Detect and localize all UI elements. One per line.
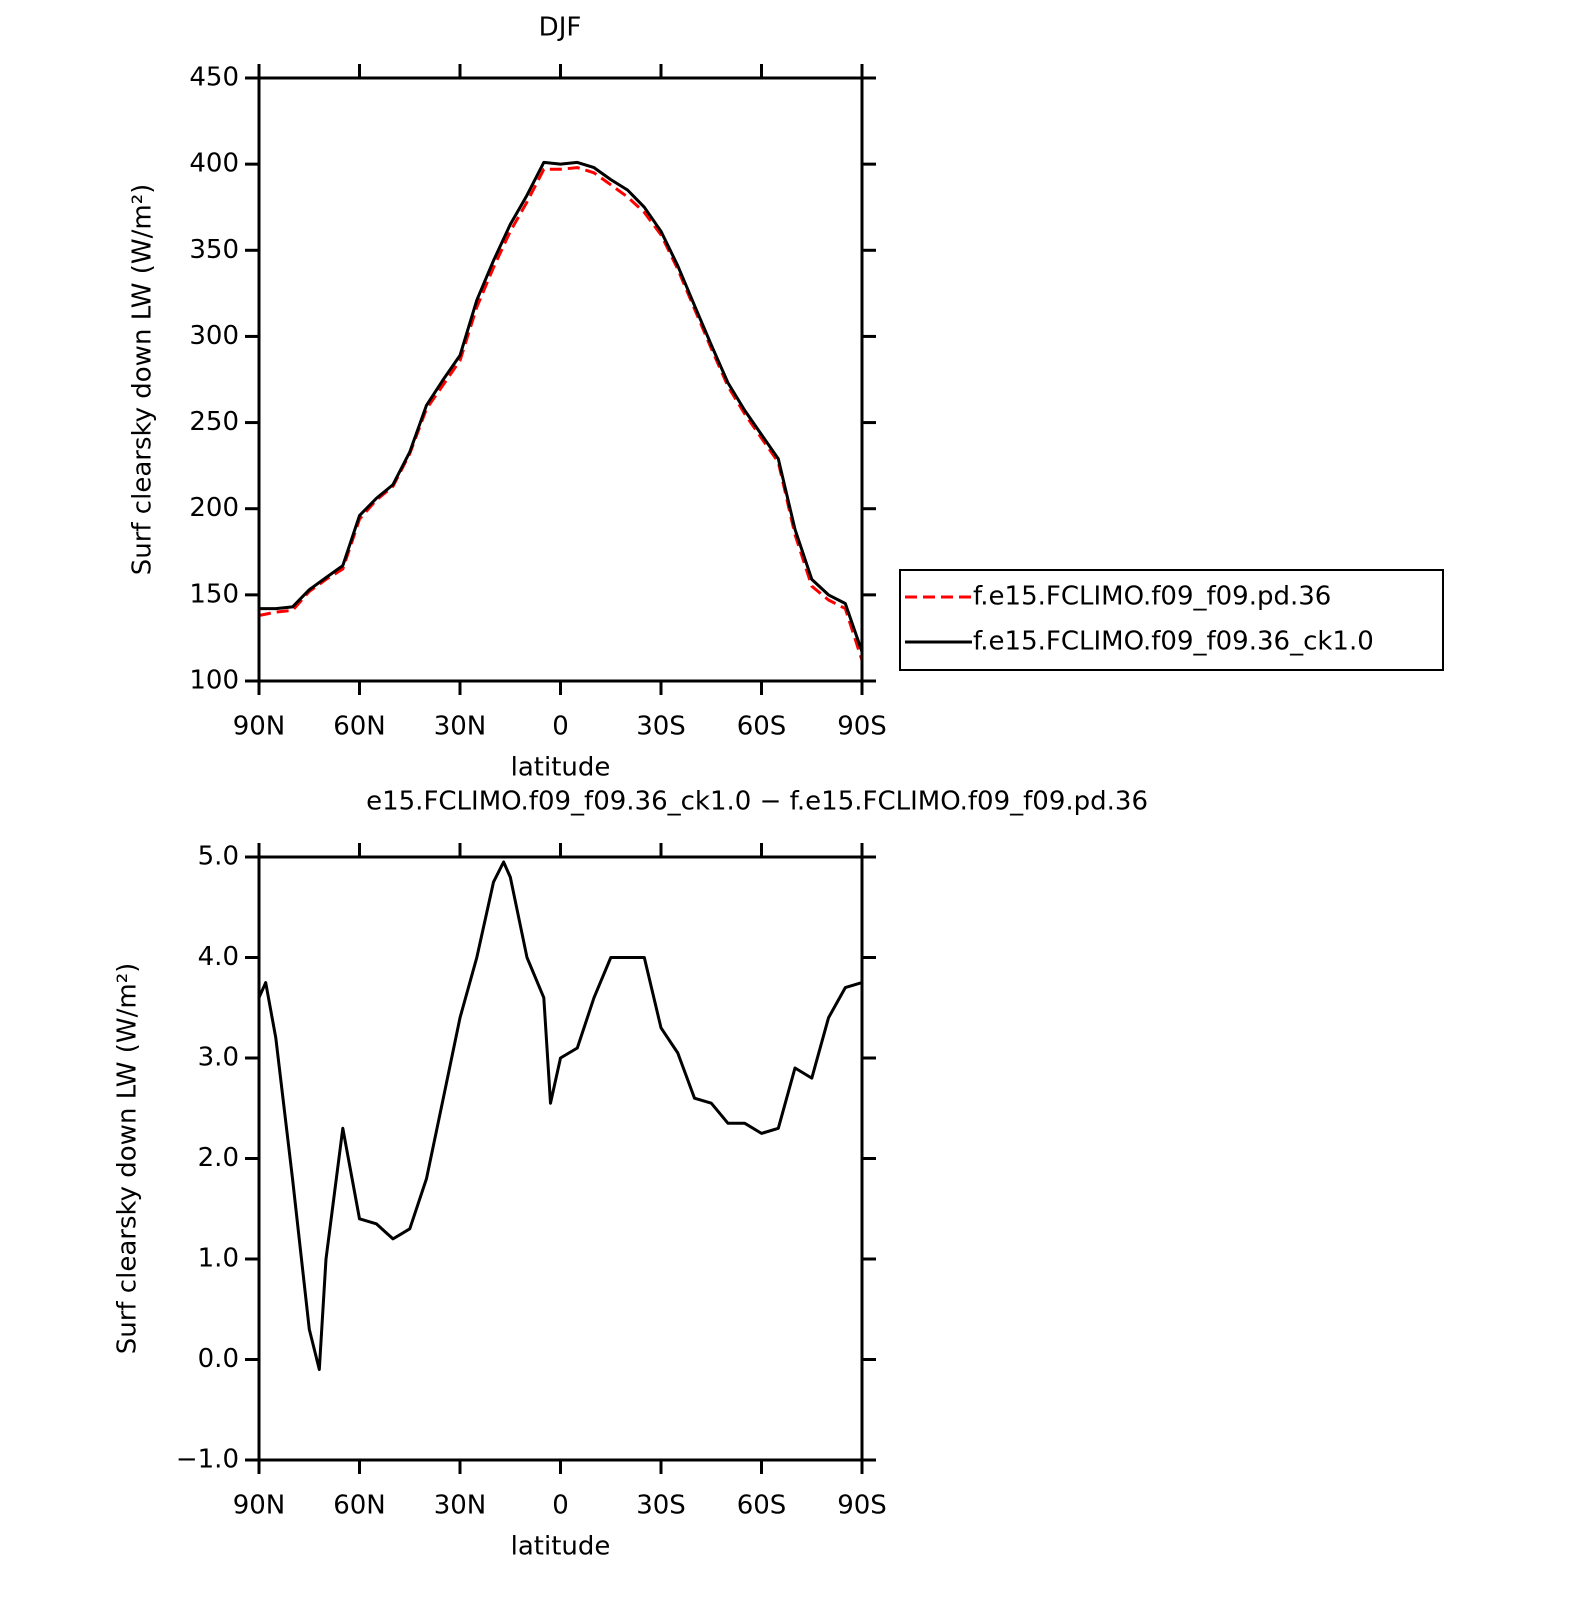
x-tick-label: 90N [233,1491,286,1521]
legend-label: f.e15.FCLIMO.f09_f09.pd.36 [973,582,1331,612]
y-axis-label: Surf clearsky down LW (W/m²) [128,184,158,576]
y-tick-label: 5.0 [198,842,239,872]
y-tick-label: 350 [189,235,239,265]
x-axis-label: latitude [511,753,611,783]
x-tick-label: 60S [737,1491,787,1521]
y-tick-label: 2.0 [198,1143,239,1173]
x-tick-label: 60N [333,712,386,742]
x-tick-label: 30N [434,712,487,742]
x-tick-label: 90S [837,712,887,742]
y-tick-label: 3.0 [198,1043,239,1073]
y-tick-label: 4.0 [198,942,239,972]
y-tick-label: 200 [189,493,239,523]
x-tick-label: 0 [552,1491,569,1521]
y-tick-label: 1.0 [198,1244,239,1274]
x-tick-label: 30S [636,1491,686,1521]
x-tick-label: 60S [737,712,787,742]
y-tick-label: 300 [189,321,239,351]
plot-frame [257,855,864,1462]
x-tick-label: 60N [333,1491,386,1521]
x-axis-label: latitude [511,1532,611,1562]
x-tick-label: 90N [233,712,286,742]
x-tick-label: 30S [636,712,686,742]
y-tick-label: 250 [189,407,239,437]
y-tick-label: 400 [189,149,239,179]
chart-title: DJF [539,13,582,43]
x-tick-label: 90S [837,1491,887,1521]
data-line [258,166,864,661]
x-tick-label: 0 [552,712,569,742]
y-tick-label: −1.0 [176,1445,239,1475]
x-tick-label: 30N [434,1491,487,1521]
legend-label: f.e15.FCLIMO.f09_f09.36_ck1.0 [973,627,1374,657]
data-line [259,160,864,653]
chart-title: e15.FCLIMO.f09_f09.36_ck1.0 − f.e15.FCLI… [366,787,1148,817]
y-tick-label: 450 [189,63,239,93]
plot-frame [257,76,864,683]
y-tick-label: 150 [189,579,239,609]
y-tick-label: 100 [189,666,239,696]
data-line [257,860,863,1371]
y-tick-label: 0.0 [198,1344,239,1374]
y-axis-label: Surf clearsky down LW (W/m²) [113,963,143,1355]
legend-box [899,569,1444,671]
